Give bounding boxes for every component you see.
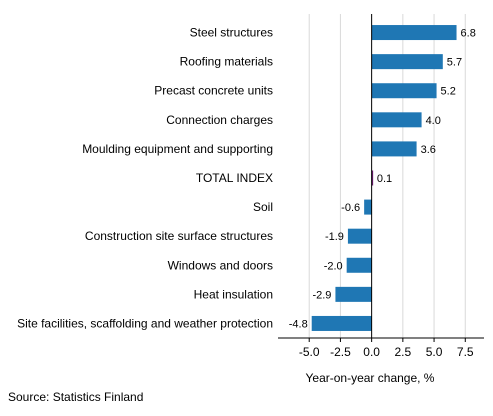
bar-9 [335, 286, 372, 302]
category-label-9: Heat insulation [194, 287, 273, 301]
bar-6 [364, 199, 372, 215]
bar-5 [371, 170, 374, 186]
category-labels: Steel structures Roofing materials Precast… [17, 26, 273, 331]
category-label-4: Moulding equipment and supporting [82, 142, 273, 156]
category-label-8: Windows and doors [168, 258, 273, 272]
bar-1 [371, 54, 443, 70]
category-label-6: Soil [253, 200, 273, 214]
bars [311, 25, 457, 331]
category-label-3: Connection charges [166, 113, 273, 127]
x-tick-label-4: 5.0 [426, 345, 443, 359]
x-tick-label-5: 7.5 [457, 345, 474, 359]
value-labels: 6.8 5.7 5.2 4.0 3.6 0.1 -0.6 -1.9 -2.0 -2.9 -4.8 [289, 28, 476, 331]
bar-3 [371, 112, 422, 128]
bar-10 [311, 315, 372, 331]
category-label-5: TOTAL INDEX [196, 171, 273, 185]
value-label-4: 3.6 [421, 144, 436, 156]
category-label-10: Site facilities, scaffolding and weather… [17, 316, 273, 330]
x-axis: -5.0 -2.5 0.0 2.5 5.0 7.5 [278, 14, 484, 359]
value-label-8: -2.0 [324, 260, 343, 272]
value-label-9: -2.9 [312, 289, 331, 301]
value-label-3: 4.0 [426, 115, 441, 127]
x-tick-label-1: -2.5 [330, 345, 351, 359]
bar-8 [346, 257, 372, 273]
value-label-1: 5.7 [447, 57, 462, 69]
value-label-2: 5.2 [441, 86, 456, 98]
category-label-0: Steel structures [190, 26, 273, 40]
bar-7 [347, 228, 372, 244]
category-label-2: Precast concrete units [154, 84, 273, 98]
x-tick-label-2: 0.0 [363, 345, 380, 359]
value-label-5: 0.1 [377, 173, 392, 185]
value-label-6: -0.6 [341, 202, 360, 214]
category-label-1: Roofing materials [180, 55, 273, 69]
bar-4 [371, 141, 417, 157]
category-label-7: Construction site surface structures [85, 229, 273, 243]
source-note: Source: Statistics Finland [8, 390, 144, 404]
x-tick-label-3: 2.5 [395, 345, 412, 359]
bar-2 [371, 83, 437, 99]
value-label-7: -1.9 [325, 231, 344, 243]
value-label-10: -4.8 [289, 318, 308, 330]
x-tick-label-0: -5.0 [299, 345, 320, 359]
bar-0 [371, 25, 457, 41]
value-label-0: 6.8 [461, 28, 476, 40]
x-axis-label: Year-on-year change, % [306, 371, 435, 385]
